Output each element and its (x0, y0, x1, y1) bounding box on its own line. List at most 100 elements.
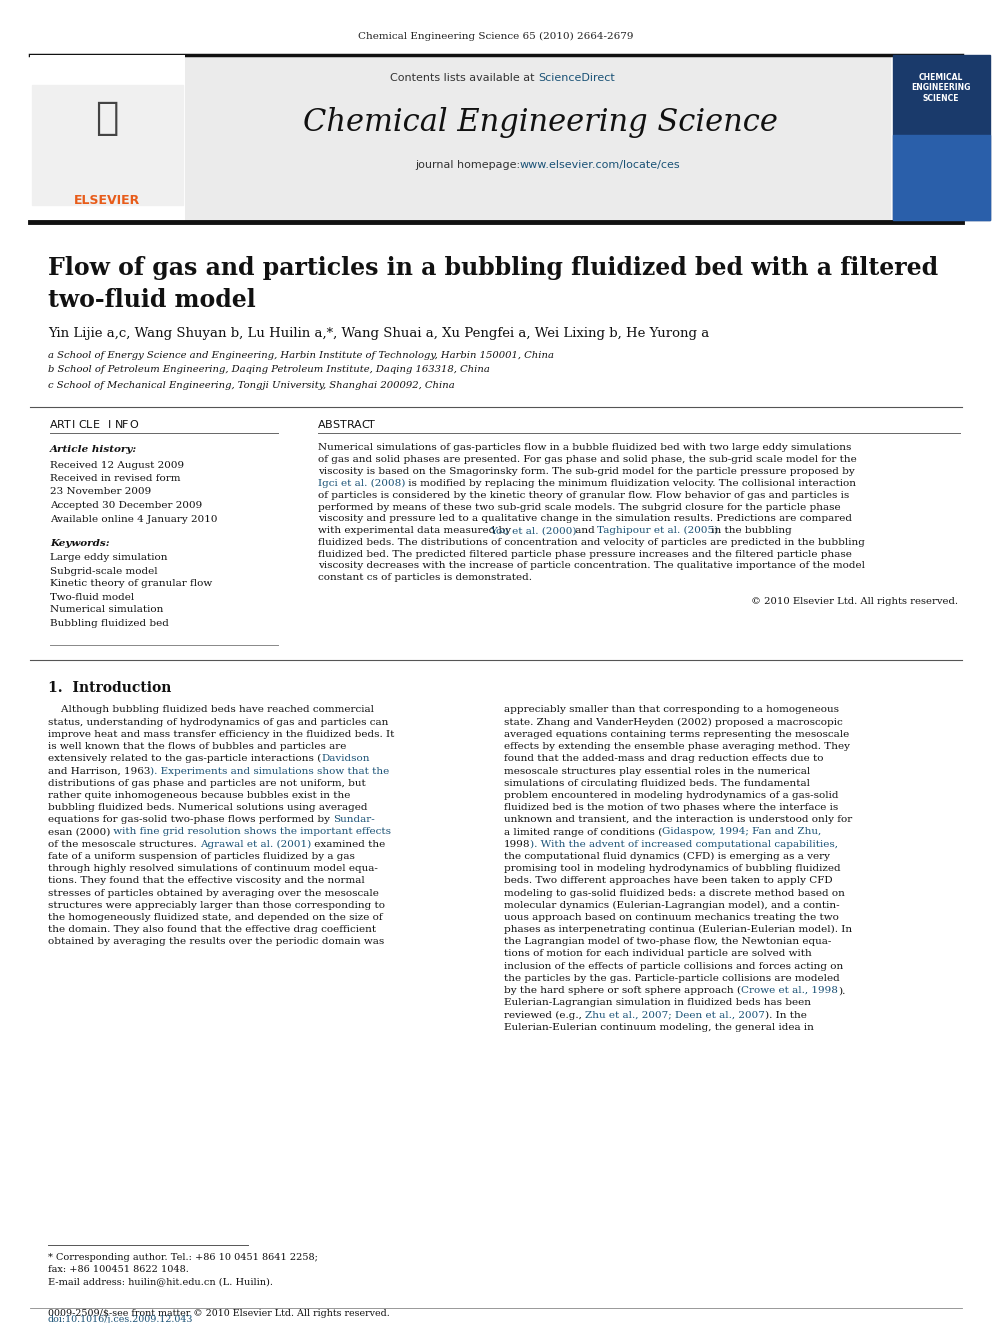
Text: N: N (115, 419, 123, 430)
Text: Numerical simulations of gas-particles flow in a bubble fluidized bed with two l: Numerical simulations of gas-particles f… (318, 443, 851, 452)
Text: obtained by averaging the results over the periodic domain was: obtained by averaging the results over t… (48, 937, 384, 946)
Text: Keywords:: Keywords: (50, 538, 110, 548)
Text: with experimental data measured by: with experimental data measured by (318, 527, 515, 534)
Text: viscosity and pressure led to a qualitative change in the simulation results. Pr: viscosity and pressure led to a qualitat… (318, 515, 852, 524)
Text: 0009-2509/$-see front matter © 2010 Elsevier Ltd. All rights reserved.: 0009-2509/$-see front matter © 2010 Else… (48, 1308, 390, 1318)
Text: A: A (50, 419, 58, 430)
Text: R: R (347, 419, 354, 430)
Text: problem encountered in modeling hydrodynamics of a gas-solid: problem encountered in modeling hydrodyn… (504, 791, 838, 800)
Text: Zhu et al., 2007; Deen et al., 2007: Zhu et al., 2007; Deen et al., 2007 (585, 1011, 765, 1020)
Text: reviewed (e.g.,: reviewed (e.g., (504, 1011, 585, 1020)
Text: by the hard sphere or soft sphere approach (: by the hard sphere or soft sphere approa… (504, 986, 741, 995)
Text: appreciably smaller than that corresponding to a homogeneous: appreciably smaller than that correspond… (504, 705, 839, 714)
Text: molecular dynamics (Eulerian-Lagrangian model), and a contin-: molecular dynamics (Eulerian-Lagrangian … (504, 901, 839, 910)
Text: tions of motion for each individual particle are solved with: tions of motion for each individual part… (504, 950, 811, 958)
Text: Article history:: Article history: (50, 446, 137, 455)
Text: beds. Two different approaches have been taken to apply CFD: beds. Two different approaches have been… (504, 876, 832, 885)
Text: viscosity decreases with the increase of particle concentration. The qualitative: viscosity decreases with the increase of… (318, 561, 865, 570)
Text: I: I (107, 419, 111, 430)
Text: fax: +86 100451 8622 1048.: fax: +86 100451 8622 1048. (48, 1266, 188, 1274)
Text: viscosity is based on the Smagorinsky form. The sub-grid model for the particle : viscosity is based on the Smagorinsky fo… (318, 467, 855, 476)
Text: Igci et al. (2008): Igci et al. (2008) (318, 479, 406, 488)
Text: Subgrid-scale model: Subgrid-scale model (50, 566, 158, 576)
Text: the particles by the gas. Particle-particle collisions are modeled: the particles by the gas. Particle-parti… (504, 974, 840, 983)
Text: CHEMICAL
ENGINEERING
SCIENCE: CHEMICAL ENGINEERING SCIENCE (912, 73, 971, 103)
Text: A: A (318, 419, 325, 430)
Text: structures were appreciably larger than those corresponding to: structures were appreciably larger than … (48, 901, 385, 910)
Bar (893, 135, 990, 220)
Text: Contents lists available at: Contents lists available at (390, 73, 538, 83)
Text: and Harrison, 1963: and Harrison, 1963 (48, 766, 151, 775)
Text: distributions of gas phase and particles are not uniform, but: distributions of gas phase and particles… (48, 779, 366, 787)
Text: of the mesoscale structures.: of the mesoscale structures. (48, 840, 200, 848)
Text: effects by extending the ensemble phase averaging method. They: effects by extending the ensemble phase … (504, 742, 850, 751)
Text: promising tool in modeling hydrodynamics of bubbling fluidized: promising tool in modeling hydrodynamics… (504, 864, 840, 873)
Text: E: E (93, 419, 100, 430)
Text: of particles is considered by the kinetic theory of granular flow. Flow behavior: of particles is considered by the kineti… (318, 491, 849, 500)
Text: stresses of particles obtained by averaging over the mesoscale: stresses of particles obtained by averag… (48, 889, 379, 897)
Text: www.elsevier.com/locate/ces: www.elsevier.com/locate/ces (520, 160, 681, 169)
Bar (185, 56, 890, 220)
Text: fluidized beds. The distributions of concentration and velocity of particles are: fluidized beds. The distributions of con… (318, 538, 865, 546)
Text: through highly resolved simulations of continuum model equa-: through highly resolved simulations of c… (48, 864, 378, 873)
Text: journal homepage:: journal homepage: (415, 160, 524, 169)
Text: Eulerian-Lagrangian simulation in fluidized beds has been: Eulerian-Lagrangian simulation in fluidi… (504, 999, 811, 1007)
Text: phases as interpenetrating continua (Eulerian-Eulerian model). In: phases as interpenetrating continua (Eul… (504, 925, 852, 934)
Text: Crowe et al., 1998: Crowe et al., 1998 (741, 986, 838, 995)
Text: Received in revised form: Received in revised form (50, 474, 181, 483)
Text: Chemical Engineering Science 65 (2010) 2664-2679: Chemical Engineering Science 65 (2010) 2… (358, 32, 634, 41)
Text: Davidson: Davidson (321, 754, 370, 763)
Text: Agrawal et al. (2001): Agrawal et al. (2001) (200, 840, 311, 849)
Text: fluidized bed. The predicted filtered particle phase pressure increases and the : fluidized bed. The predicted filtered pa… (318, 549, 852, 558)
Text: Although bubbling fluidized beds have reached commercial: Although bubbling fluidized beds have re… (48, 705, 374, 714)
Text: T: T (64, 419, 71, 430)
Text: simulations of circulating fluidized beds. The fundamental: simulations of circulating fluidized bed… (504, 779, 810, 787)
Text: ).: ). (838, 986, 845, 995)
Text: A: A (354, 419, 362, 430)
Text: Large eddy simulation: Large eddy simulation (50, 553, 168, 562)
Text: ). In the: ). In the (765, 1011, 806, 1020)
Text: I: I (71, 419, 74, 430)
Text: C: C (78, 419, 86, 430)
Text: the computational fluid dynamics (CFD) is emerging as a very: the computational fluid dynamics (CFD) i… (504, 852, 830, 861)
Text: S: S (332, 419, 339, 430)
Text: Chemical Engineering Science: Chemical Engineering Science (303, 106, 778, 138)
Text: improve heat and mass transfer efficiency in the fluidized beds. It: improve heat and mass transfer efficienc… (48, 730, 395, 740)
Text: C: C (361, 419, 369, 430)
Text: performed by means of these two sub-grid scale models. The subgrid closure for t: performed by means of these two sub-grid… (318, 503, 840, 512)
Text: 1.  Introduction: 1. Introduction (48, 681, 172, 695)
Text: T: T (368, 419, 375, 430)
Text: Two-fluid model: Two-fluid model (50, 593, 134, 602)
Text: Available online 4 January 2010: Available online 4 January 2010 (50, 515, 217, 524)
Text: state. Zhang and VanderHeyden (2002) proposed a macroscopic: state. Zhang and VanderHeyden (2002) pro… (504, 717, 843, 726)
Text: Gidaspow, 1994; Fan and Zhu,: Gidaspow, 1994; Fan and Zhu, (663, 827, 821, 836)
Text: Accepted 30 December 2009: Accepted 30 December 2009 (50, 501, 202, 509)
Text: O: O (129, 419, 138, 430)
Text: with fine grid resolution shows the important effects: with fine grid resolution shows the impo… (110, 827, 392, 836)
Text: ELSEVIER: ELSEVIER (73, 193, 140, 206)
Text: status, understanding of hydrodynamics of gas and particles can: status, understanding of hydrodynamics o… (48, 717, 389, 726)
Text: the domain. They also found that the effective drag coefficient: the domain. They also found that the eff… (48, 925, 376, 934)
Text: Taghipour et al. (2005): Taghipour et al. (2005) (597, 527, 718, 536)
Text: and: and (572, 527, 598, 534)
Text: the homogeneously fluidized state, and depended on the size of: the homogeneously fluidized state, and d… (48, 913, 383, 922)
Bar (893, 56, 990, 220)
Text: fluidized bed is the motion of two phases where the interface is: fluidized bed is the motion of two phase… (504, 803, 838, 812)
Text: inclusion of the effects of particle collisions and forces acting on: inclusion of the effects of particle col… (504, 962, 843, 971)
Bar (32, 85, 183, 205)
Text: two-fluid model: two-fluid model (48, 288, 256, 312)
Text: F: F (122, 419, 128, 430)
Text: mesoscale structures play essential roles in the numerical: mesoscale structures play essential role… (504, 766, 810, 775)
Text: Flow of gas and particles in a bubbling fluidized bed with a filtered: Flow of gas and particles in a bubbling … (48, 255, 938, 280)
Text: unknown and transient, and the interaction is understood only for: unknown and transient, and the interacti… (504, 815, 852, 824)
Text: examined the: examined the (311, 840, 386, 848)
Text: averaged equations containing terms representing the mesoscale: averaged equations containing terms repr… (504, 730, 849, 740)
Text: rather quite inhomogeneous because bubbles exist in the: rather quite inhomogeneous because bubbl… (48, 791, 350, 800)
Text: of gas and solid phases are presented. For gas phase and solid phase, the sub-gr: of gas and solid phases are presented. F… (318, 455, 857, 464)
Text: in the bubbling: in the bubbling (708, 527, 792, 534)
Text: esan (2000): esan (2000) (48, 827, 110, 836)
Text: Numerical simulation: Numerical simulation (50, 606, 164, 614)
Text: is well known that the flows of bubbles and particles are: is well known that the flows of bubbles … (48, 742, 346, 751)
Text: a School of Energy Science and Engineering, Harbin Institute of Technology, Harb: a School of Energy Science and Engineeri… (48, 351, 554, 360)
Text: Eulerian-Eulerian continuum modeling, the general idea in: Eulerian-Eulerian continuum modeling, th… (504, 1023, 813, 1032)
